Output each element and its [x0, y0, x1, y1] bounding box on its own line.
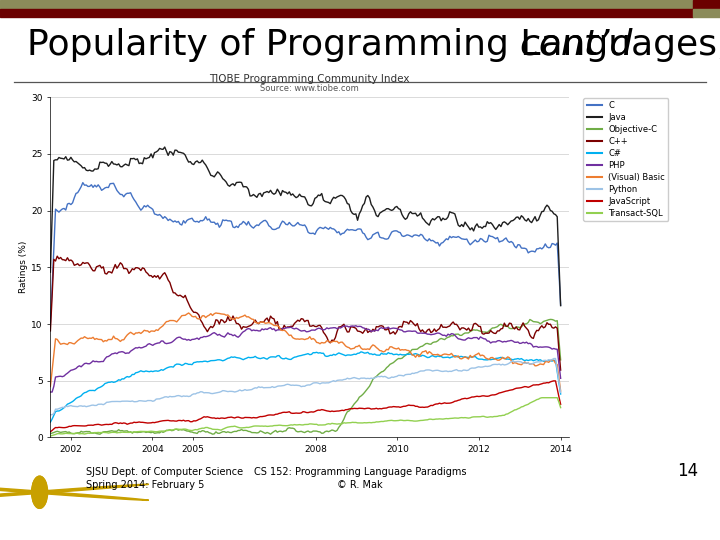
Bar	[693, 9, 720, 17]
Text: cont’d: cont’d	[520, 28, 633, 62]
Y-axis label: Ratings (%): Ratings (%)	[19, 241, 29, 293]
Text: Popularity of Programming Languages,: Popularity of Programming Languages,	[27, 28, 720, 62]
Text: Source: www.tiobe.com: Source: www.tiobe.com	[260, 84, 359, 93]
Legend: C, Java, Objective-C, C++, C#, PHP, (Visual) Basic, Python, JavaScript, Transact: C, Java, Objective-C, C++, C#, PHP, (Vis…	[583, 98, 668, 221]
Bar	[693, 0, 720, 9]
Ellipse shape	[0, 484, 149, 501]
Text: SJSU Dept. of Computer Science
Spring 2014: February 5: SJSU Dept. of Computer Science Spring 20…	[86, 467, 243, 490]
Ellipse shape	[0, 484, 149, 501]
Ellipse shape	[32, 476, 48, 508]
Text: TIOBE Programming Community Index: TIOBE Programming Community Index	[210, 73, 410, 84]
Text: 14: 14	[678, 462, 698, 480]
Ellipse shape	[32, 476, 48, 508]
Bar	[0, 9, 693, 17]
Text: CS 152: Programming Language Paradigms
© R. Mak: CS 152: Programming Language Paradigms ©…	[253, 467, 467, 490]
Bar	[0, 0, 693, 9]
